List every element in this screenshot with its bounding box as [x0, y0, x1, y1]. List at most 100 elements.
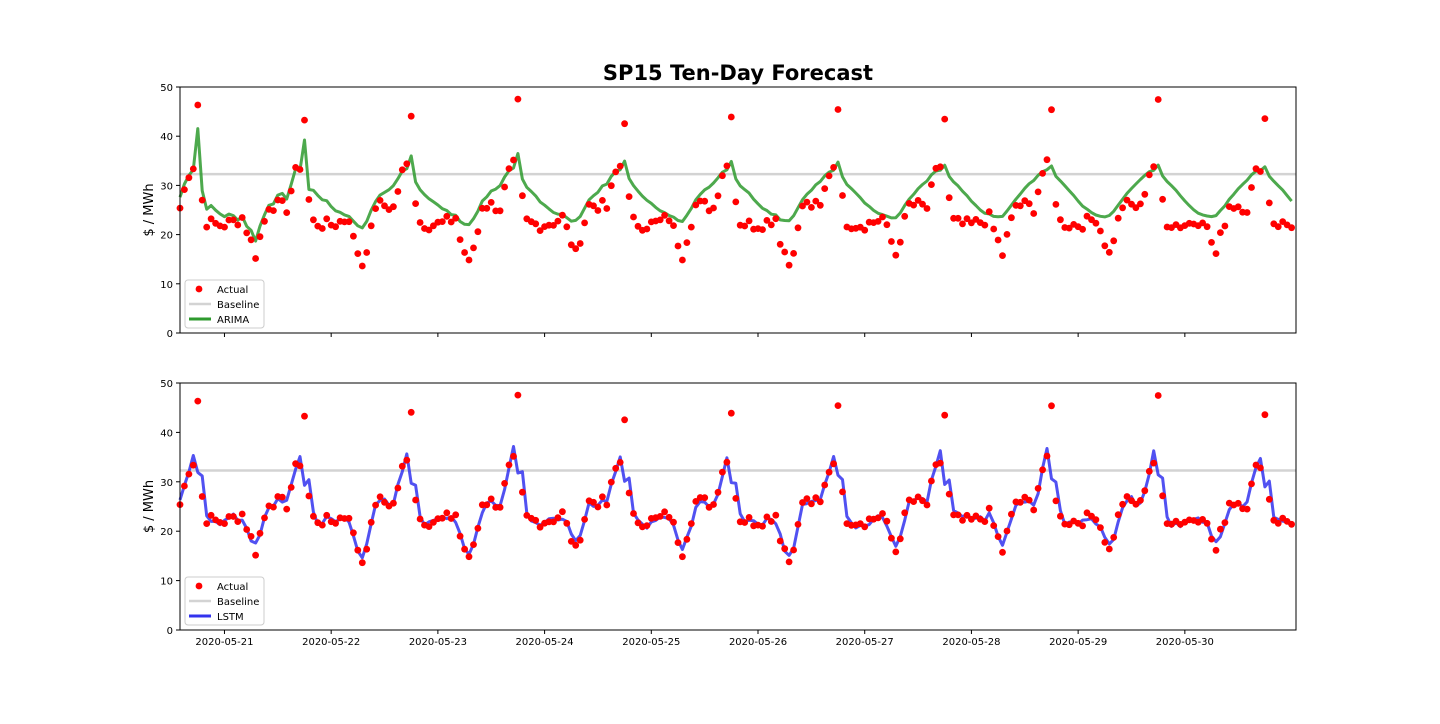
x-tick-label: 2020-05-22 — [302, 637, 360, 648]
actual-point — [687, 520, 695, 527]
actual-point — [1288, 520, 1295, 528]
legend-label-baseline: Baseline — [217, 300, 259, 311]
actual-point — [781, 248, 789, 256]
actual-point — [1052, 497, 1060, 505]
actual-point — [945, 194, 953, 202]
actual-point — [372, 501, 379, 509]
actual-point — [563, 519, 571, 527]
actual-point — [936, 459, 944, 467]
y-tick-label: 0 — [167, 329, 173, 340]
actual-point — [550, 222, 557, 229]
actual-point — [252, 255, 259, 262]
actual-point — [1137, 200, 1144, 208]
actual-point — [452, 214, 460, 222]
actual-point — [879, 510, 886, 517]
actual-point — [1008, 510, 1015, 518]
actual-point — [834, 106, 842, 113]
actual-point — [398, 462, 406, 470]
actual-point — [999, 252, 1006, 259]
actual-point — [256, 233, 264, 241]
actual-point — [1003, 231, 1011, 238]
y-tick-label: 40 — [160, 132, 173, 143]
actual-point — [456, 532, 464, 540]
actual-point — [185, 174, 193, 182]
actual-point — [296, 462, 304, 470]
actual-point — [581, 219, 588, 227]
actual-point — [599, 493, 606, 501]
actual-point — [599, 197, 606, 204]
actual-point — [301, 116, 308, 124]
actual-point — [776, 537, 784, 545]
legend-label-lstm: LSTM — [217, 612, 244, 623]
actual-point — [999, 548, 1006, 556]
actual-point — [1105, 545, 1113, 553]
actual-point — [701, 197, 709, 205]
actual-point — [185, 470, 193, 478]
actual-point — [1137, 497, 1144, 504]
actual-point — [438, 218, 446, 226]
actual-point — [447, 515, 455, 522]
actual-point — [959, 517, 966, 524]
actual-point — [892, 251, 900, 259]
actual-point — [278, 493, 286, 501]
actual-point — [345, 514, 353, 522]
actual-point — [443, 509, 451, 517]
actual-point — [567, 538, 575, 545]
actual-point — [1039, 170, 1046, 177]
actual-point — [514, 391, 522, 399]
actual-point — [505, 461, 513, 469]
actual-point — [221, 223, 228, 231]
actual-point — [630, 510, 637, 517]
actual-point — [1145, 171, 1153, 179]
x-tick-label: 2020-05-21 — [195, 637, 253, 648]
actual-point — [532, 516, 540, 524]
actual-point — [719, 172, 726, 180]
actual-point — [376, 493, 384, 501]
actual-point — [590, 202, 597, 210]
actual-point — [901, 212, 909, 220]
actual-point — [474, 524, 482, 532]
actual-point — [1003, 527, 1011, 535]
actual-point — [403, 456, 411, 464]
actual-point — [785, 558, 793, 566]
actual-point — [536, 523, 544, 531]
actual-point — [270, 503, 277, 511]
actual-point — [256, 529, 264, 537]
actual-point — [372, 205, 379, 213]
actual-point — [630, 213, 637, 221]
actual-point — [741, 519, 749, 526]
actual-point — [1257, 464, 1264, 472]
actual-point — [563, 223, 571, 231]
actual-point — [799, 499, 806, 506]
actual-point — [318, 225, 326, 232]
actual-point — [710, 501, 717, 508]
actual-point — [603, 205, 611, 212]
x-tick-label: 2020-05-23 — [409, 637, 467, 648]
actual-point — [767, 518, 775, 525]
actual-point — [390, 203, 397, 211]
actual-point — [692, 498, 700, 505]
actual-point — [919, 497, 926, 505]
actual-point — [1092, 516, 1100, 524]
y-tick-label: 50 — [160, 83, 173, 94]
plot-area — [180, 87, 1296, 333]
y-tick-label: 10 — [160, 280, 173, 291]
actual-point — [994, 533, 1002, 540]
actual-point — [803, 495, 811, 502]
actual-point — [772, 215, 780, 223]
actual-point — [416, 219, 424, 226]
actual-point — [519, 192, 526, 200]
actual-point — [1150, 163, 1158, 171]
actual-point — [994, 236, 1002, 244]
actual-point — [665, 217, 673, 225]
actual-point — [621, 120, 628, 128]
actual-point — [679, 553, 686, 561]
actual-point — [501, 183, 508, 191]
actual-point — [470, 541, 477, 548]
actual-point — [1052, 201, 1060, 208]
y-tick-label: 30 — [160, 181, 173, 192]
actual-point — [247, 533, 255, 540]
actual-point — [350, 529, 357, 537]
actual-point — [376, 197, 384, 204]
